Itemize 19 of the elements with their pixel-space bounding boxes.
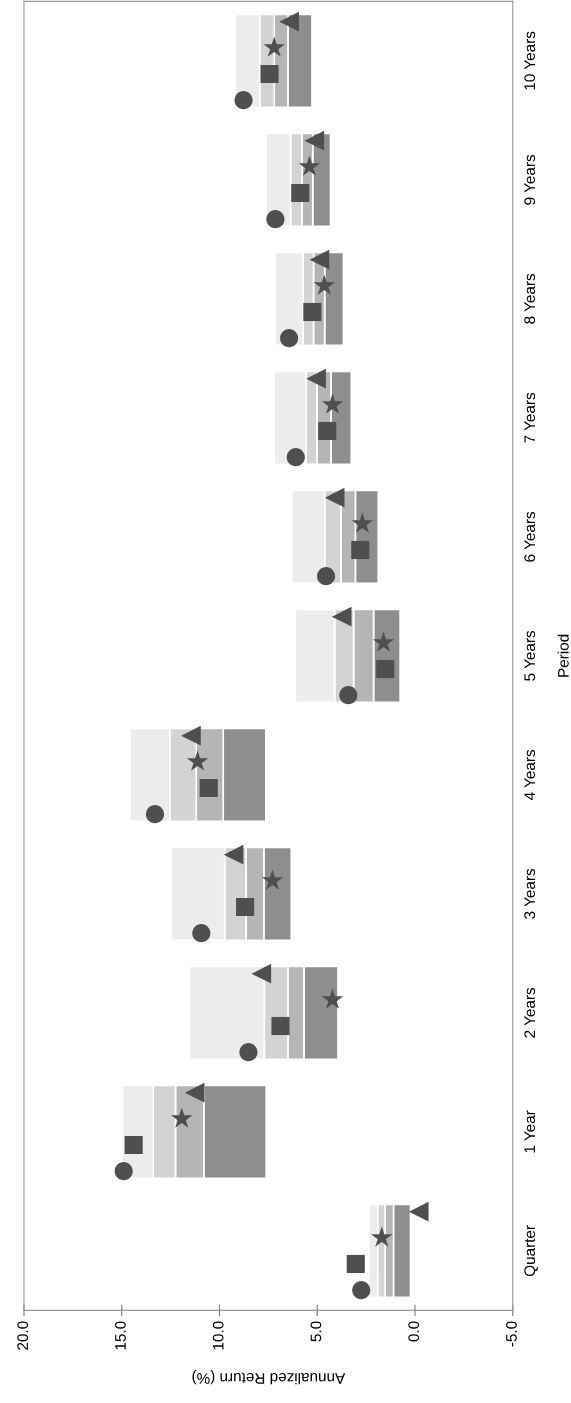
x-tick-label: 15.0 — [115, 1321, 126, 1350]
y-tick-label: 8 Years — [524, 273, 536, 324]
y-tick-label: 10 Years — [524, 31, 536, 90]
y-tick-label: 1 Year — [524, 1110, 536, 1153]
y-axis-title: Period — [557, 634, 569, 677]
x-tick-label: 10.0 — [212, 1321, 224, 1350]
y-tick-label: 5 Years — [524, 630, 536, 681]
y-tick-label: 7 Years — [524, 392, 536, 443]
y-tick-label: 9 Years — [524, 154, 536, 205]
x-tick-label: 0.0 — [408, 1321, 420, 1342]
x-axis-title: Annualized Return (%) — [192, 1370, 346, 1385]
y-tick-label: Quarter — [524, 1225, 538, 1277]
x-tick-label: -5.0 — [506, 1321, 517, 1347]
y-tick-label: 4 Years — [524, 749, 536, 801]
x-tick-label: 20.0 — [17, 1321, 29, 1350]
y-tick-label: 2 Years — [524, 987, 536, 1038]
y-tick-label: 6 Years — [524, 511, 536, 562]
x-tick-label: 5.0 — [310, 1321, 322, 1342]
y-tick-label: 3 Years — [524, 868, 536, 919]
